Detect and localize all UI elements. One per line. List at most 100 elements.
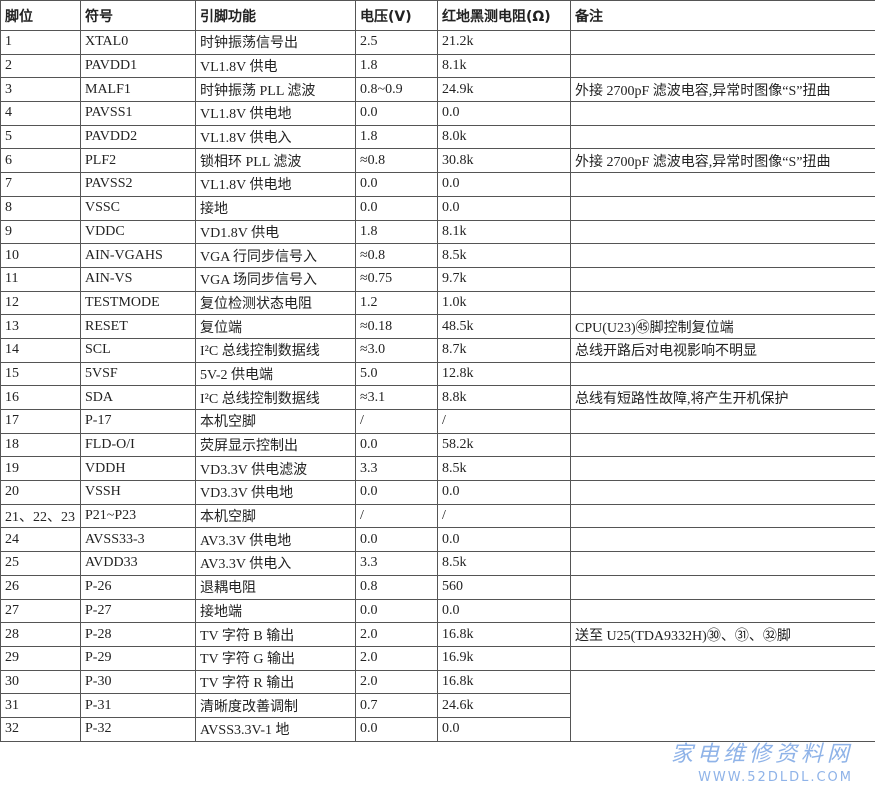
header-cell: 引脚功能 <box>195 0 356 31</box>
table-row: 5 PAVDD2 VL1.8V 供电入 1.8 8.0k <box>0 124 875 150</box>
symbol-cell: PAVSS2 <box>80 172 196 197</box>
symbol-cell: SCL <box>80 337 196 363</box>
voltage-cell: 2.0 <box>355 645 438 671</box>
table-row: 32 P-32 AVSS3.3V-1 地 0.0 0.0 <box>0 716 875 742</box>
voltage-cell: 2.0 <box>355 669 438 695</box>
note-cell <box>570 172 875 197</box>
pin-cell: 26 <box>0 574 81 600</box>
symbol-cell: P-29 <box>80 645 196 671</box>
symbol-cell: VSSH <box>80 480 196 505</box>
symbol-cell: XTAL0 <box>80 30 196 55</box>
voltage-cell: 0.0 <box>355 480 438 505</box>
note-cell <box>570 124 875 150</box>
function-cell: AV3.3V 供电入 <box>195 551 356 576</box>
symbol-cell: FLD-O/I <box>80 432 196 458</box>
pin-cell: 7 <box>0 172 81 197</box>
voltage-cell: 2.0 <box>355 622 438 647</box>
table-row: 19 VDDH VD3.3V 供电滤波 3.3 8.5k <box>0 456 875 482</box>
function-cell: 复位检测状态电阻 <box>195 290 356 316</box>
pin-cell: 11 <box>0 266 81 292</box>
note-cell <box>570 669 875 742</box>
note-cell <box>570 551 875 576</box>
note-cell: 总线有短路性故障,将产生开机保护 <box>570 385 875 410</box>
voltage-cell: 1.8 <box>355 53 438 79</box>
voltage-cell: 0.7 <box>355 693 438 718</box>
resistance-cell: 0.0 <box>437 480 571 505</box>
watermark-url: www.52dldl.com <box>698 770 853 785</box>
pin-cell: 10 <box>0 243 81 268</box>
pin-cell: 32 <box>0 716 81 742</box>
resistance-cell: / <box>437 409 571 434</box>
symbol-cell: AVDD33 <box>80 551 196 576</box>
voltage-cell: / <box>355 409 438 434</box>
note-cell <box>570 290 875 316</box>
voltage-cell: ≈3.0 <box>355 337 438 363</box>
note-cell: CPU(U23)㊺脚控制复位端 <box>570 314 875 339</box>
resistance-cell: 16.9k <box>437 645 571 671</box>
table-row: 9 VDDC VD1.8V 供电 1.8 8.1k <box>0 219 875 245</box>
voltage-cell: ≈0.8 <box>355 243 438 268</box>
symbol-cell: P-32 <box>80 716 196 742</box>
table-row: 1 XTAL0 时钟振荡信号出 2.5 21.2k <box>0 30 875 55</box>
table-row: 16 SDA I²C 总线控制数据线 ≈3.1 8.8k 总线有短路性故障,将产生开机保护 <box>0 385 875 410</box>
table-row: 27 P-27 接地端 0.0 0.0 <box>0 598 875 624</box>
pin-cell: 2 <box>0 53 81 79</box>
pin-cell: 8 <box>0 195 81 221</box>
header-cell: 红地黑测电阻(Ω) <box>437 0 571 31</box>
symbol-cell: PLF2 <box>80 148 196 174</box>
function-cell: TV 字符 B 输出 <box>195 622 356 647</box>
function-cell: 本机空脚 <box>195 409 356 434</box>
resistance-cell: 8.5k <box>437 551 571 576</box>
resistance-cell: 8.7k <box>437 337 571 363</box>
pin-cell: 18 <box>0 432 81 458</box>
resistance-cell: 24.6k <box>437 693 571 718</box>
note-cell <box>570 53 875 79</box>
pin-cell: 21、22、23 <box>0 503 81 529</box>
table-row: 28 P-28 TV 字符 B 输出 2.0 16.8k 送至 U25(TDA9332H)… <box>0 622 875 647</box>
table-row: 29 P-29 TV 字符 G 输出 2.0 16.9k <box>0 645 875 671</box>
voltage-cell: 0.0 <box>355 432 438 458</box>
watermark-title: 家电维修资料网 <box>670 742 853 767</box>
table-row: 7 PAVSS2 VL1.8V 供电地 0.0 0.0 <box>0 172 875 197</box>
table-row: 24 AVSS33-3 AV3.3V 供电地 0.0 0.0 <box>0 527 875 553</box>
symbol-cell: PAVSS1 <box>80 101 196 126</box>
resistance-cell: 12.8k <box>437 361 571 387</box>
function-cell: VL1.8V 供电地 <box>195 101 356 126</box>
symbol-cell: P-26 <box>80 574 196 600</box>
note-cell: 总线开路后对电视影响不明显 <box>570 337 875 363</box>
note-cell <box>570 266 875 292</box>
note-cell <box>570 574 875 600</box>
table-row: 25 AVDD33 AV3.3V 供电入 3.3 8.5k <box>0 551 875 576</box>
function-cell: 接地 <box>195 195 356 221</box>
symbol-cell: VSSC <box>80 195 196 221</box>
table-row: 14 SCL I²C 总线控制数据线 ≈3.0 8.7k 总线开路后对电视影响不明显 <box>0 337 875 363</box>
symbol-cell: PAVDD2 <box>80 124 196 150</box>
resistance-cell: 8.1k <box>437 53 571 79</box>
function-cell: AV3.3V 供电地 <box>195 527 356 553</box>
resistance-cell: 0.0 <box>437 172 571 197</box>
header-cell: 电压(V) <box>355 0 438 31</box>
function-cell: TV 字符 R 输出 <box>195 669 356 695</box>
pin-cell: 3 <box>0 77 81 103</box>
header-cell: 符号 <box>80 0 196 31</box>
voltage-cell: ≈0.18 <box>355 314 438 339</box>
note-cell <box>570 243 875 268</box>
table-row: 30 P-30 TV 字符 R 输出 2.0 16.8k <box>0 669 875 742</box>
symbol-cell: VDDC <box>80 219 196 245</box>
voltage-cell: 2.5 <box>355 30 438 55</box>
resistance-cell: 0.0 <box>437 716 571 742</box>
symbol-cell: SDA <box>80 385 196 410</box>
pin-cell: 15 <box>0 361 81 387</box>
table-row: 6 PLF2 锁相环 PLL 滤波 ≈0.8 30.8k 外接 2700pF 滤波电容,异… <box>0 148 875 174</box>
pin-table: 脚位 符号 引脚功能 电压(V) 红地黑测电阻(Ω) 备注 1 XTAL0 时钟振荡信号出 2.… <box>0 0 875 742</box>
resistance-cell: 8.1k <box>437 219 571 245</box>
symbol-cell: P-30 <box>80 669 196 695</box>
table-row: 11 AIN-VS VGA 场同步信号入 ≈0.75 9.7k <box>0 266 875 292</box>
symbol-cell: P-27 <box>80 598 196 624</box>
resistance-cell: 0.0 <box>437 598 571 624</box>
function-cell: VD3.3V 供电滤波 <box>195 456 356 482</box>
pin-cell: 20 <box>0 480 81 505</box>
table-body: 1 XTAL0 时钟振荡信号出 2.5 21.2k 2 PAVDD1 VL1.8V 供电 1.8… <box>0 30 875 742</box>
voltage-cell: 0.0 <box>355 527 438 553</box>
